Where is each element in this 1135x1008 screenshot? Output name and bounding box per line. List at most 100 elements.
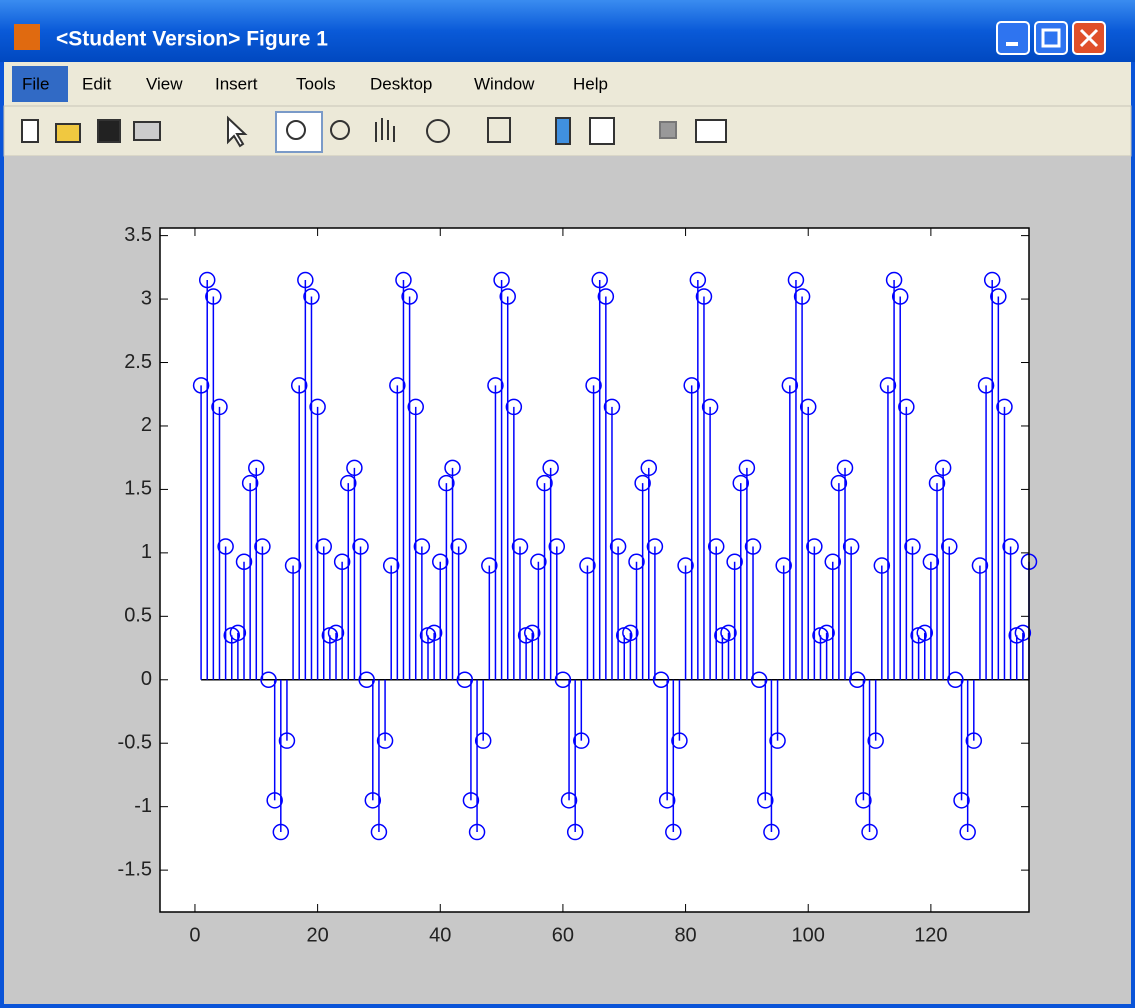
menu-item[interactable]: Help — [573, 74, 608, 93]
stem-marker — [634, 474, 651, 492]
stem-marker — [346, 459, 363, 477]
plottools-icon[interactable] — [695, 119, 727, 143]
y-tick-label: 3.5 — [124, 224, 152, 246]
hide-icon[interactable] — [659, 121, 677, 139]
stem-marker — [842, 538, 860, 555]
stem-marker — [389, 377, 406, 394]
stem-marker — [235, 553, 253, 571]
stem-marker — [413, 538, 431, 555]
stem-marker — [260, 671, 277, 689]
stem-marker — [965, 732, 983, 749]
pointer-icon[interactable] — [227, 115, 248, 148]
stem-marker — [284, 557, 302, 574]
stem-marker — [898, 398, 915, 416]
stem-marker — [763, 823, 780, 841]
minimize-glyph — [1006, 42, 1018, 46]
y-tick-label: 1.5 — [124, 478, 152, 500]
stem-marker — [352, 538, 369, 555]
menu-item[interactable]: Window — [474, 74, 535, 93]
stem-marker — [873, 557, 891, 574]
y-tick-label: 0 — [141, 668, 152, 690]
stem-marker — [198, 271, 216, 289]
new-icon[interactable] — [21, 119, 39, 143]
stem-marker — [799, 398, 817, 416]
stem-marker — [689, 271, 707, 289]
stem-marker — [928, 474, 946, 492]
stem-marker — [401, 288, 418, 305]
stem-marker — [560, 792, 578, 809]
maximize-button[interactable] — [1034, 21, 1068, 55]
stem-marker — [793, 288, 811, 305]
minimize-button[interactable] — [996, 21, 1030, 55]
stem-marker — [658, 792, 676, 809]
stem-marker — [695, 288, 713, 305]
stem-marker — [836, 459, 854, 477]
stem-marker — [922, 553, 940, 571]
stem-marker — [290, 377, 308, 394]
pan-icon[interactable] — [375, 118, 395, 142]
stem-marker — [622, 624, 639, 642]
stem-marker — [891, 288, 909, 305]
stem-marker — [579, 557, 596, 574]
stem-marker — [248, 459, 265, 477]
stem-marker — [849, 671, 866, 689]
legend-icon[interactable] — [589, 117, 615, 145]
stem-marker — [953, 792, 970, 809]
stem-marker — [744, 538, 762, 555]
app-icon — [14, 24, 40, 50]
stem-marker — [438, 474, 455, 492]
stem-marker — [855, 792, 872, 809]
stem-marker — [573, 732, 590, 749]
save-icon[interactable] — [97, 119, 121, 143]
stem-marker — [192, 377, 210, 394]
rotate-icon[interactable] — [426, 119, 450, 143]
stem-marker — [781, 377, 799, 394]
stem-marker — [505, 398, 523, 416]
x-tick-label: 80 — [674, 924, 696, 946]
colorbar-icon[interactable] — [555, 117, 571, 145]
menu-items: File Edit View Insert Tools Desktop Window Help — [22, 74, 608, 93]
stem-marker — [272, 823, 290, 841]
menu-highlight — [12, 66, 68, 102]
close-glyph — [1079, 28, 1099, 48]
menu-item[interactable]: View — [146, 74, 183, 93]
menu-item[interactable]: Insert — [215, 74, 258, 93]
stem-marker — [830, 474, 848, 492]
x-tick-label: 100 — [792, 924, 825, 946]
stem-marker — [677, 557, 694, 574]
print-icon[interactable] — [133, 121, 161, 141]
y-tick-label: 2 — [141, 414, 152, 436]
datacursor-icon[interactable] — [487, 117, 511, 143]
stem-marker — [566, 823, 584, 841]
zoom-out-icon[interactable] — [330, 120, 350, 140]
stem-marker — [971, 557, 989, 574]
zoom-in-icon[interactable] — [286, 120, 306, 140]
stem-marker — [303, 288, 320, 305]
stem-marker — [591, 271, 608, 289]
stem-marker — [376, 732, 394, 749]
stem-marker — [996, 398, 1013, 416]
stem-marker — [450, 538, 467, 555]
stem-marker — [444, 459, 461, 477]
stem-marker — [407, 398, 424, 416]
stem-marker — [941, 538, 958, 555]
stem-marker — [481, 557, 498, 574]
open-icon[interactable] — [55, 123, 81, 143]
stem-marker — [456, 671, 474, 689]
stem-marker — [879, 377, 897, 394]
stem-marker — [468, 823, 486, 841]
menu-item[interactable]: Tools — [296, 74, 336, 93]
stem-marker — [738, 459, 756, 477]
stem-marker — [977, 377, 995, 394]
menu-item[interactable]: Edit — [82, 74, 112, 93]
stem-marker — [536, 474, 553, 492]
menu-item[interactable]: File — [22, 74, 49, 93]
stem-marker — [775, 557, 792, 574]
plot-area — [160, 228, 1029, 912]
menu-bar — [4, 62, 1131, 106]
stem-marker — [474, 732, 492, 749]
menu-item[interactable]: Desktop — [370, 74, 432, 93]
stem-marker — [217, 538, 234, 555]
stem-marker — [554, 671, 572, 689]
zoom-in-active[interactable] — [275, 111, 323, 153]
